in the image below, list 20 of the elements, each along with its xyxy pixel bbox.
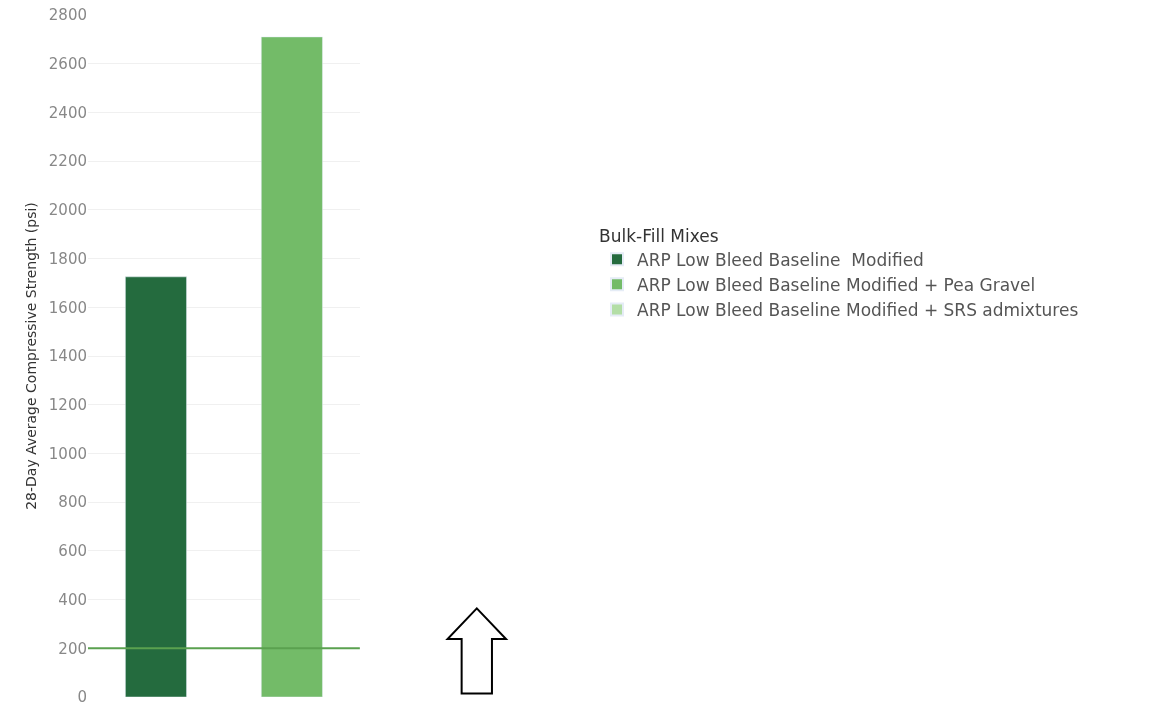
- y-tick-label: 2200: [48, 152, 87, 171]
- y-axis-title: 28-Day Average Compressive Strength (psi): [23, 202, 40, 510]
- legend-label: ARP Low Bleed Baseline Modified: [637, 249, 924, 270]
- y-tick-label: 1800: [48, 249, 87, 268]
- y-tick-label: 2000: [48, 201, 87, 220]
- y-tick-label: 2600: [48, 54, 87, 73]
- y-tick-label: 600: [58, 542, 87, 561]
- y-tick-label: 2800: [48, 6, 87, 25]
- y-tick-label: 200: [58, 639, 87, 658]
- legend-label: ARP Low Bleed Baseline Modified + Pea Gravel: [637, 274, 1036, 295]
- y-tick-label: 1400: [48, 347, 87, 366]
- y-tick-label: 400: [58, 590, 87, 609]
- y-tick-label: 1000: [48, 444, 87, 463]
- y-tick-label: 1600: [48, 298, 87, 317]
- y-tick-label: 800: [58, 493, 87, 512]
- y-tick-label: 2400: [48, 103, 87, 122]
- legend-title: Bulk-Fill Mixes: [599, 225, 719, 246]
- legend-label: ARP Low Bleed Baseline Modified + SRS admixtures: [637, 300, 1079, 321]
- y-tick-label: 0: [77, 688, 87, 707]
- y-tick-label: 1200: [48, 395, 87, 414]
